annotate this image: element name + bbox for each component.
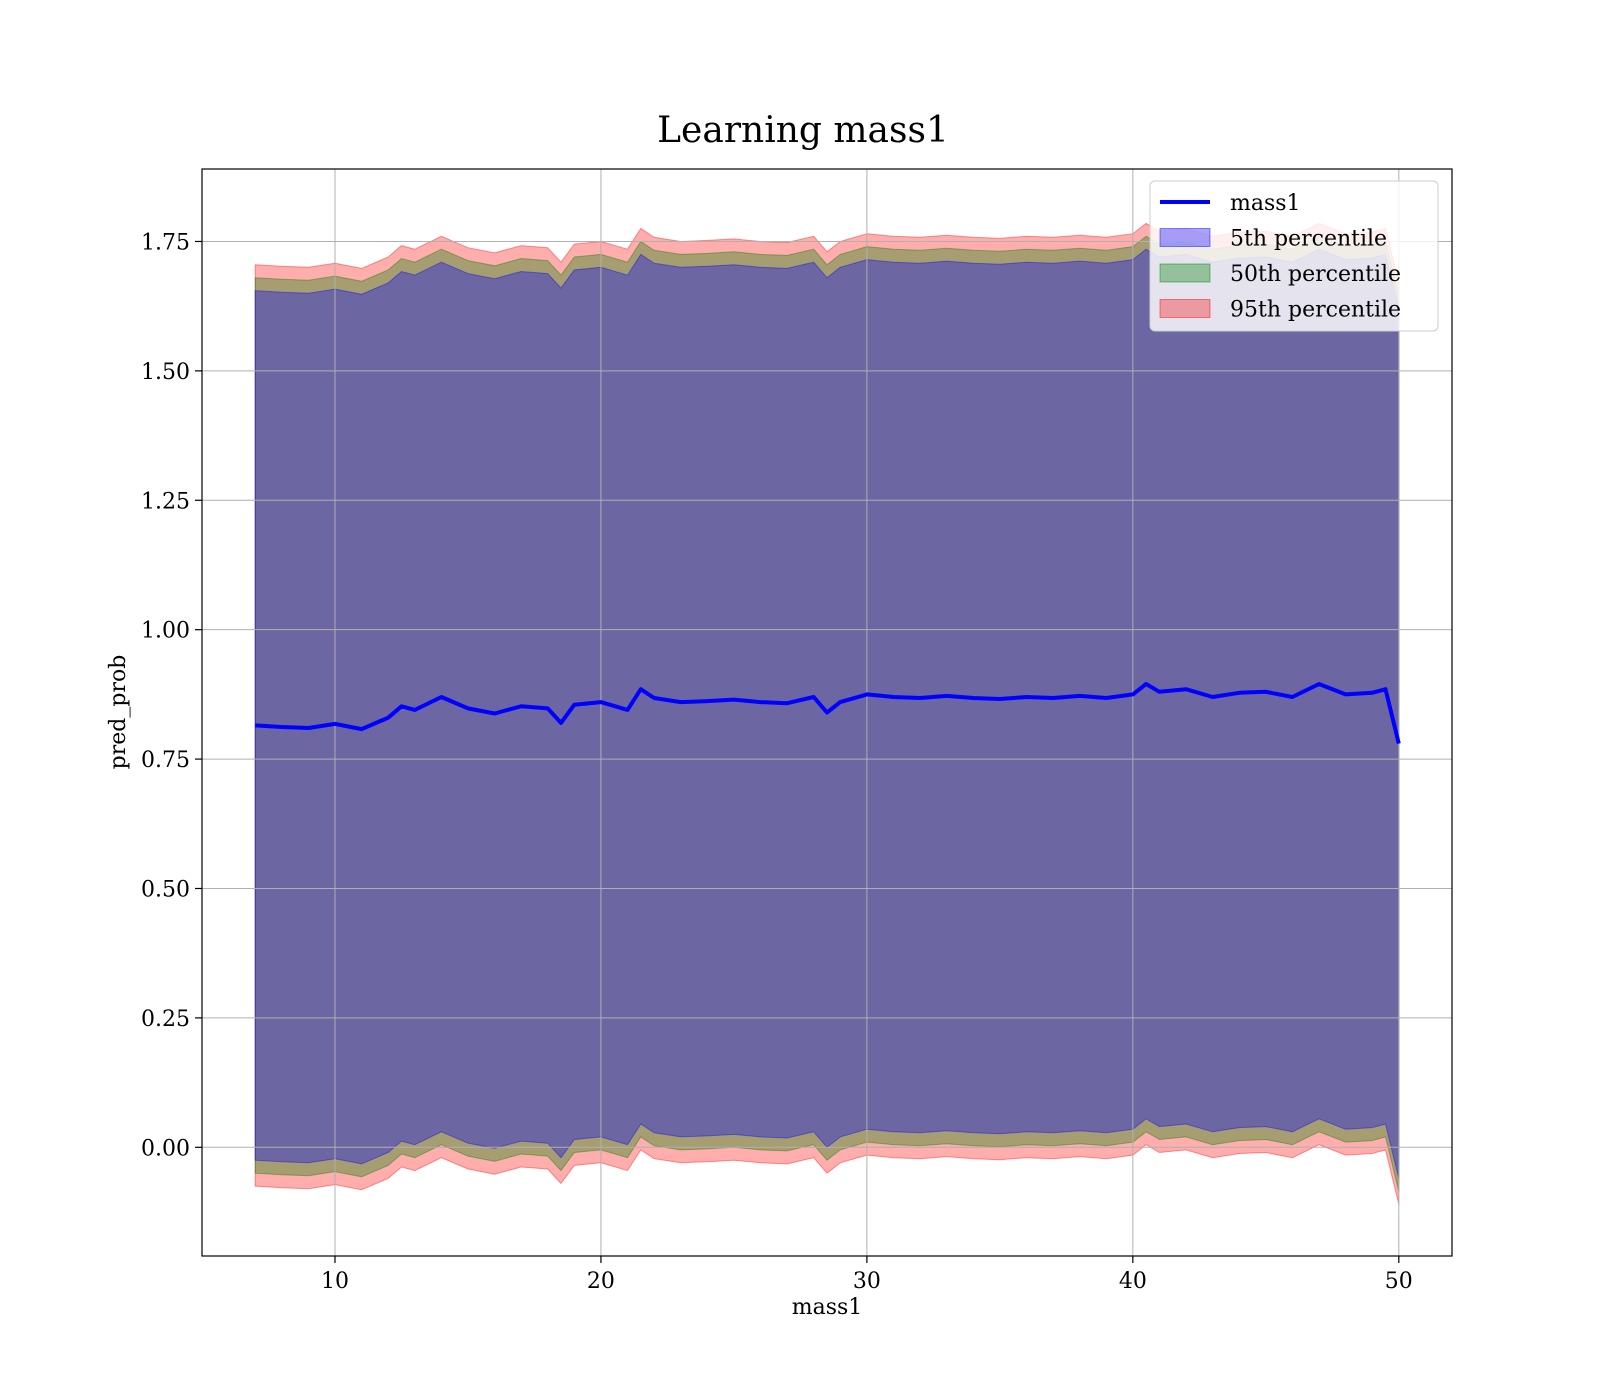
y-tick-label: 1.50: [141, 360, 190, 385]
plot-area: [201, 168, 1453, 1257]
x-tick-label: 50: [1385, 1269, 1413, 1294]
y-tick-label: 1.25: [141, 489, 190, 514]
legend-swatch-band: [1159, 263, 1211, 283]
x-tick-label: 10: [321, 1269, 349, 1294]
y-axis-label: pred_prob: [106, 655, 131, 770]
axes-frame: [201, 168, 1453, 1257]
chart-title: Learning mass1: [657, 110, 949, 151]
legend-box: [1149, 180, 1439, 332]
legend-label: 50th percentile: [1230, 262, 1401, 287]
y-axis: 0.00 0.25 0.50 0.75 1.00 1.25 1.50 1.75: [141, 230, 202, 1161]
legend: mass1 5th percentile 50th percentile 95th p…: [1149, 180, 1439, 332]
legend-swatch-band: [1159, 228, 1211, 247]
y-tick-label: 1.75: [141, 230, 190, 255]
y-tick-label: 0.50: [141, 877, 190, 902]
series-lines: [255, 682, 1401, 745]
legend-label: mass1: [1230, 191, 1301, 216]
x-axis: 10 20 30 40 50: [321, 1256, 1413, 1294]
x-tick-label: 40: [1119, 1269, 1147, 1294]
y-tick-label: 1.00: [141, 619, 190, 644]
y-tick-label: 0.25: [141, 1007, 190, 1032]
y-tick-label: 0.00: [141, 1136, 190, 1161]
grid-lines: [202, 169, 1452, 1256]
legend-label: 5th percentile: [1230, 227, 1387, 252]
x-tick-label: 20: [587, 1269, 615, 1294]
legend-swatch-band: [1159, 299, 1211, 318]
y-tick-label: 0.75: [141, 748, 190, 773]
legend-label: 95th percentile: [1230, 298, 1401, 323]
x-tick-label: 30: [853, 1269, 881, 1294]
x-axis-label: mass1: [792, 1295, 863, 1320]
series-line-mass1: [255, 682, 1401, 745]
